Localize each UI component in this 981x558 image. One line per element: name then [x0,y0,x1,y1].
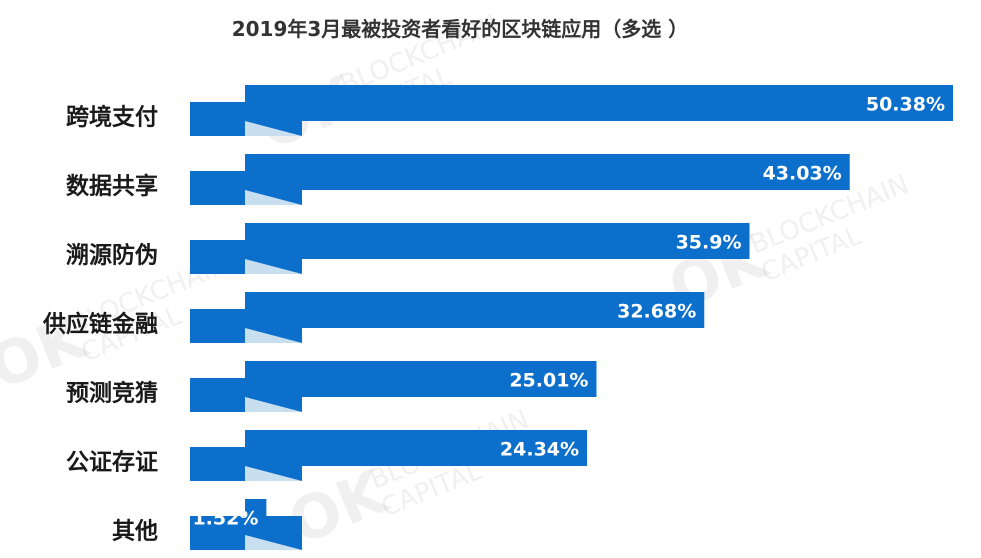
bar-item: 跨境支付 50.38% [66,85,953,136]
bar-item: 数据共享 43.03% [66,154,850,205]
category-label: 预测竞猜 [66,380,158,407]
bar-item: 预测竞猜 25.01% [66,361,597,412]
bar [245,361,597,397]
bar [245,292,705,328]
bar-fold-shade [245,121,302,136]
category-label: 供应链金融 [42,311,158,338]
category-label: 跨境支付 [66,104,158,131]
bar [245,430,588,466]
bars-group: 跨境支付 50.38% 数据共享 43.03% 溯源防伪 35.9% 供应链金融 32.68%… [42,85,953,550]
bar-item: 供应链金融 32.68% [42,292,705,343]
category-label: 公证存证 [66,449,158,476]
bar-fold-shade [245,259,302,274]
category-label: 数据共享 [66,173,158,200]
chart-title: 2019年3月最被投资者看好的区块链应用（多选 ） [232,17,689,41]
value-label: 35.9% [676,232,742,254]
value-label: 25.01% [509,370,588,392]
bar-item: 其他 1.52% [112,499,302,550]
bar [245,223,750,259]
value-label: 1.52% [192,508,258,530]
value-label: 24.34% [500,439,579,461]
bar-fold-shade [245,397,302,412]
bar [245,85,953,121]
bar-fold-shade [245,535,302,550]
bar-fold-shade [245,190,302,205]
bar-item: 溯源防伪 35.9% [66,223,750,274]
bar-fold-shade [245,466,302,481]
category-label: 其他 [112,519,158,545]
bar-item: 公证存证 24.34% [66,430,588,481]
value-label: 32.68% [617,301,696,323]
category-label: 溯源防伪 [66,242,158,269]
bar-fold-shade [245,328,302,343]
bar [245,154,850,190]
value-label: 50.38% [866,94,945,116]
value-label: 43.03% [763,163,842,185]
bar [245,499,267,535]
